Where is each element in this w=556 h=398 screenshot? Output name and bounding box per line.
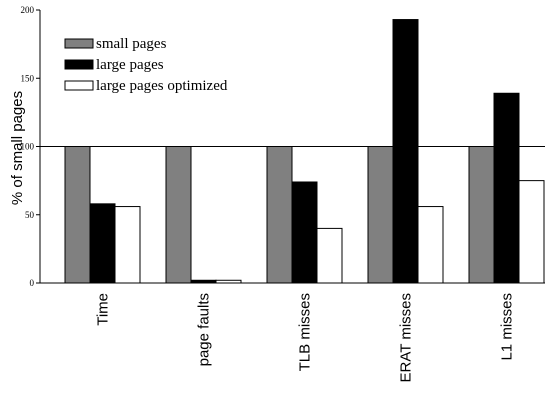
bar-large-pages-optimized-Time [114,206,141,284]
bar-small-pages-L1-misses [468,146,495,284]
y-tick-label: 200 [21,5,35,15]
bar-large-pages-ERAT-misses [392,19,419,284]
bars [40,19,545,284]
bar-small-pages-Time [64,146,91,284]
category-label-L1-misses: L1 misses [499,293,516,361]
legend-label-large-pages-optimized: large pages optimized [96,78,228,94]
y-axis: 0 50 100 150 200 [21,5,40,288]
category-label-ERAT-misses: ERAT misses [398,293,415,382]
category-label-page-faults: page faults [196,293,213,366]
legend-label-large-pages: large pages [96,57,164,73]
category-label-TLB-misses: TLB misses [297,293,314,371]
bar-small-pages-ERAT-misses [367,146,394,284]
y-tick-label: 150 [21,73,35,83]
y-axis-label: % of small pages [9,91,26,205]
legend-label-small-pages: small pages [96,36,167,52]
y-tick-label: 50 [25,210,35,220]
bar-large-pages-TLB-misses [291,181,318,284]
legend: small pages large pages large pages optimi… [64,36,228,94]
legend-swatch-large-pages-optimized [64,80,94,91]
bar-large-pages-optimized-ERAT-misses [417,206,444,284]
legend-swatch-small-pages [64,38,94,49]
bar-large-pages-page-faults [190,279,217,284]
bar-large-pages-optimized-TLB-misses [316,227,343,284]
bar-large-pages-L1-misses [493,92,520,284]
y-tick-label: 100 [21,142,35,152]
bar-large-pages-optimized-page-faults [215,279,242,284]
bar-small-pages-TLB-misses [266,146,293,284]
y-tick-label: 0 [30,278,35,288]
bar-large-pages-optimized-L1-misses [518,180,545,284]
category-labels: Time page faults TLB misses ERAT misses L1 m… [95,293,516,382]
bar-large-pages-Time [89,203,116,284]
category-label-Time: Time [95,293,112,326]
bar-small-pages-page-faults [165,146,192,284]
legend-swatch-large-pages [64,59,94,70]
